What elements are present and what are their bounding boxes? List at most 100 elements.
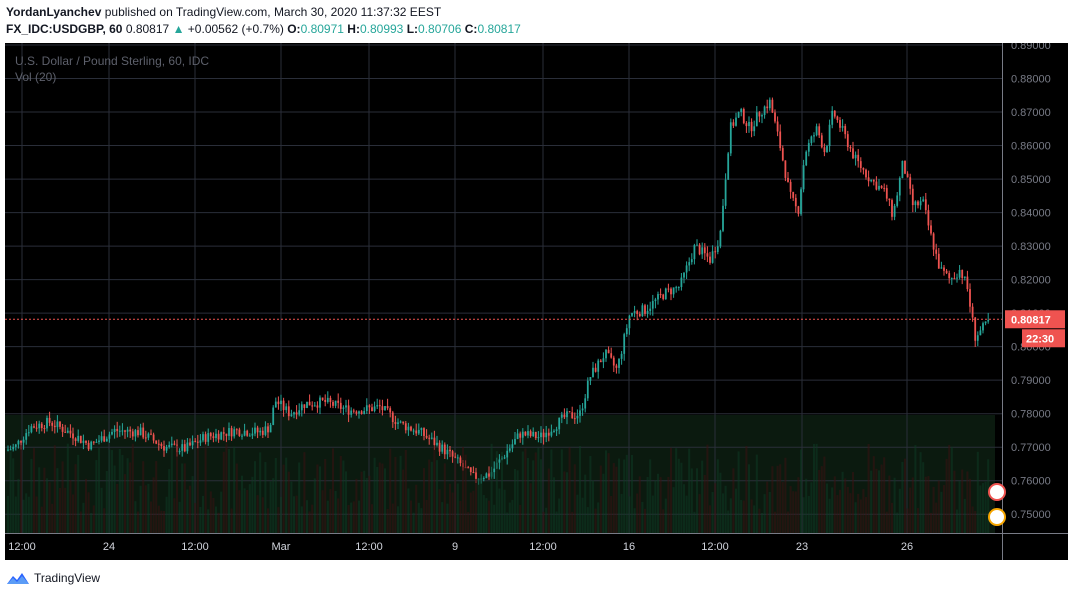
- candle-body: [589, 377, 592, 381]
- volume-bar: [66, 443, 69, 533]
- candle-body: [160, 443, 163, 447]
- volume-bar: [191, 476, 194, 533]
- candle-body: [38, 423, 41, 429]
- last-price-badge: [1005, 310, 1065, 329]
- candle-body: [459, 457, 462, 464]
- volume-bar: [810, 482, 813, 533]
- candle-body: [719, 230, 722, 247]
- candle-body: [948, 273, 951, 279]
- volume-bar: [264, 462, 267, 533]
- x-tick-label: 24: [103, 541, 115, 553]
- candle-body: [217, 433, 220, 440]
- tradingview-footer[interactable]: TradingView: [6, 569, 100, 587]
- candle-body: [906, 173, 909, 178]
- volume-bar: [100, 487, 103, 533]
- volume-bar: [872, 456, 875, 533]
- volume-bar: [971, 506, 974, 533]
- candle-body: [503, 457, 506, 459]
- candle-body: [407, 426, 410, 431]
- candle-body: [537, 437, 540, 439]
- volume-bar: [979, 485, 982, 533]
- candle-body: [677, 287, 680, 289]
- volume-bar: [293, 496, 295, 533]
- volume-bar: [579, 445, 581, 533]
- price-chart[interactable]: 0.89000 0.88000 0.87000 0.86000 0.85000 0.840…: [5, 43, 1068, 560]
- candle-body: [95, 441, 98, 443]
- candle-body: [311, 405, 314, 407]
- volume-bar: [750, 499, 753, 533]
- volume-bar: [64, 487, 67, 533]
- volume-bar: [498, 488, 501, 533]
- candle-body: [152, 434, 155, 441]
- candle-body: [264, 426, 267, 435]
- volume-bar: [820, 466, 823, 533]
- candle-body: [602, 358, 605, 363]
- volume-bar: [802, 497, 805, 533]
- candle-body: [59, 421, 61, 427]
- author-name[interactable]: YordanLyanchev: [6, 5, 102, 19]
- candle-body: [51, 422, 54, 426]
- candle-body: [818, 126, 821, 136]
- volume-bar: [690, 468, 693, 533]
- candle-body: [77, 435, 80, 441]
- volume-bar: [144, 485, 147, 533]
- candle-body: [22, 439, 25, 443]
- candle-body: [810, 136, 813, 144]
- volume-bar: [670, 447, 672, 533]
- chart-area[interactable]: 0.89000 0.88000 0.87000 0.86000 0.85000 0.840…: [5, 43, 1068, 560]
- volume-bar: [9, 451, 12, 533]
- candle-body: [774, 112, 776, 122]
- candle-body: [683, 272, 685, 278]
- volume-bar: [776, 465, 779, 533]
- volume-bar: [285, 457, 288, 533]
- candle-body: [792, 191, 795, 198]
- volume-bar: [719, 472, 722, 533]
- volume-bar: [716, 459, 719, 533]
- close-value: 0.80817: [477, 22, 521, 36]
- volume-bar: [225, 443, 228, 533]
- candle-body: [371, 407, 373, 412]
- volume-bar: [828, 498, 831, 533]
- volume-bar: [854, 502, 857, 533]
- volume-bar: [784, 457, 787, 533]
- volume-bar: [267, 508, 269, 533]
- candle-body: [984, 321, 987, 324]
- candle-body: [446, 449, 449, 455]
- volume-bar: [199, 506, 202, 533]
- volume-bar: [365, 477, 368, 533]
- candle-body: [46, 417, 48, 429]
- candle-body: [532, 431, 535, 437]
- volume-bar: [797, 477, 800, 533]
- volume-bar: [594, 508, 597, 533]
- volume-bar: [363, 470, 366, 533]
- candle-body: [573, 418, 576, 420]
- volume-bar: [261, 497, 264, 533]
- candle-body: [410, 426, 412, 431]
- volume-bar: [386, 508, 389, 533]
- volume-bar: [155, 461, 158, 533]
- candle-body: [956, 277, 958, 279]
- candle-body: [867, 177, 870, 182]
- volume-bar: [92, 505, 95, 533]
- volume-bar: [891, 502, 893, 533]
- volume-bar: [599, 465, 602, 533]
- candle-body: [443, 444, 446, 455]
- volume-bar: [38, 467, 41, 533]
- candle-body: [550, 431, 553, 436]
- volume-bar: [576, 494, 579, 533]
- candle-body: [313, 405, 316, 407]
- candle-body: [40, 423, 43, 429]
- volume-bar: [537, 447, 540, 533]
- low-label: L:: [406, 22, 419, 36]
- volume-bar: [215, 506, 217, 533]
- volume-bar: [685, 495, 688, 533]
- volume-bar: [298, 462, 301, 533]
- volume-bar: [272, 478, 275, 533]
- candle-body: [100, 436, 103, 441]
- volume-bar: [228, 449, 230, 533]
- volume-bar: [558, 498, 561, 533]
- y-tick-label: 0.86000: [1011, 141, 1051, 153]
- candle-body: [693, 245, 696, 260]
- chart-legend: U.S. Dollar / Pound Sterling, 60, IDC: [15, 54, 209, 68]
- volume-bar: [82, 502, 85, 533]
